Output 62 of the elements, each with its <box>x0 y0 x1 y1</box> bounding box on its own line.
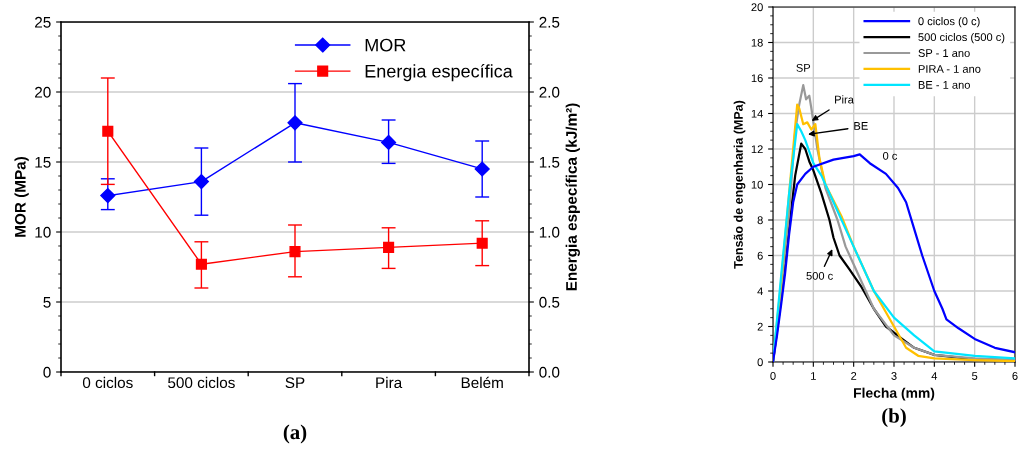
y-tick-label: 10 <box>35 226 51 238</box>
point <box>287 115 303 131</box>
annotation: SP <box>796 63 811 72</box>
legend-label: PIRA - 1 ano <box>918 65 981 73</box>
y-tick-label: 4 <box>757 287 763 296</box>
y2-tick-label: 0.0 <box>539 366 560 378</box>
x-tick-label: Pira <box>376 376 403 389</box>
y-tick-label: 5 <box>43 297 51 308</box>
x-tick-label: 2 <box>851 372 857 380</box>
y-tick-label: 0 <box>757 358 763 367</box>
y-tick-label: 8 <box>757 216 763 225</box>
y-tick-label: 18 <box>751 38 763 47</box>
annotation: Pira <box>835 95 854 104</box>
x-tick-label: 3 <box>891 372 897 380</box>
y-tick-label: 14 <box>751 109 763 118</box>
x-axis-title: Flecha (mm) <box>854 387 935 401</box>
y2-tick-label: 0.5 <box>539 296 560 308</box>
point <box>383 241 395 253</box>
y2-tick-label: 1.5 <box>539 157 560 168</box>
legend-label: 500 ciclos (500 c) <box>918 32 1005 44</box>
point <box>476 237 488 249</box>
y2-tick-label: 2.0 <box>539 86 560 98</box>
legend-label: MOR <box>365 38 406 52</box>
x-tick-label: 4 <box>931 372 938 380</box>
y-tick-label: 6 <box>757 251 763 260</box>
text: (b) <box>882 408 906 428</box>
y-tick-label: 20 <box>751 3 763 12</box>
point <box>193 174 209 190</box>
x-tick-label: 0 ciclos <box>82 376 133 389</box>
y-tick-label: 25 <box>35 16 51 28</box>
y-axis-title: MOR (MPa) <box>14 157 29 237</box>
y-tick-label: 10 <box>751 180 763 189</box>
y-tick-label: 20 <box>35 86 51 98</box>
point <box>474 161 490 177</box>
annotation: BE <box>854 122 868 130</box>
y-tick-label: 12 <box>751 145 763 154</box>
point <box>102 125 114 137</box>
annotation: 0 c <box>882 151 898 160</box>
y-tick-label: 16 <box>751 74 763 83</box>
legend-label: 0 ciclos (0 c) <box>918 17 980 28</box>
y-tick-label: 2 <box>757 322 763 331</box>
point <box>381 134 397 150</box>
y2-tick-label: 2.5 <box>539 16 560 28</box>
x-tick-label: Belém <box>461 376 503 389</box>
x-tick-label: 5 <box>972 372 978 380</box>
legend-label: Energia específica <box>365 64 513 82</box>
y2-tick-label: 1.0 <box>539 226 560 238</box>
x-tick-label: 0 <box>770 372 776 380</box>
x-tick-label: 6 <box>1012 372 1018 380</box>
x-tick-label: 1 <box>811 372 816 380</box>
annotation: 500 c <box>806 271 833 280</box>
point <box>100 188 116 204</box>
text: (a) <box>283 424 307 444</box>
legend-label: BE - 1 ano <box>918 81 970 89</box>
y-tick-label: 15 <box>35 157 51 168</box>
point <box>195 258 207 270</box>
point <box>289 246 301 258</box>
x-tick-label: 500 ciclos <box>168 376 235 389</box>
legend-label: SP - 1 ano <box>918 49 970 57</box>
x-tick-label: SP <box>285 377 305 389</box>
y-axis-title: Tensão de engenharia (MPa) <box>733 100 746 269</box>
y2-axis-title: Energia específica (kJ/m²) <box>565 103 580 291</box>
